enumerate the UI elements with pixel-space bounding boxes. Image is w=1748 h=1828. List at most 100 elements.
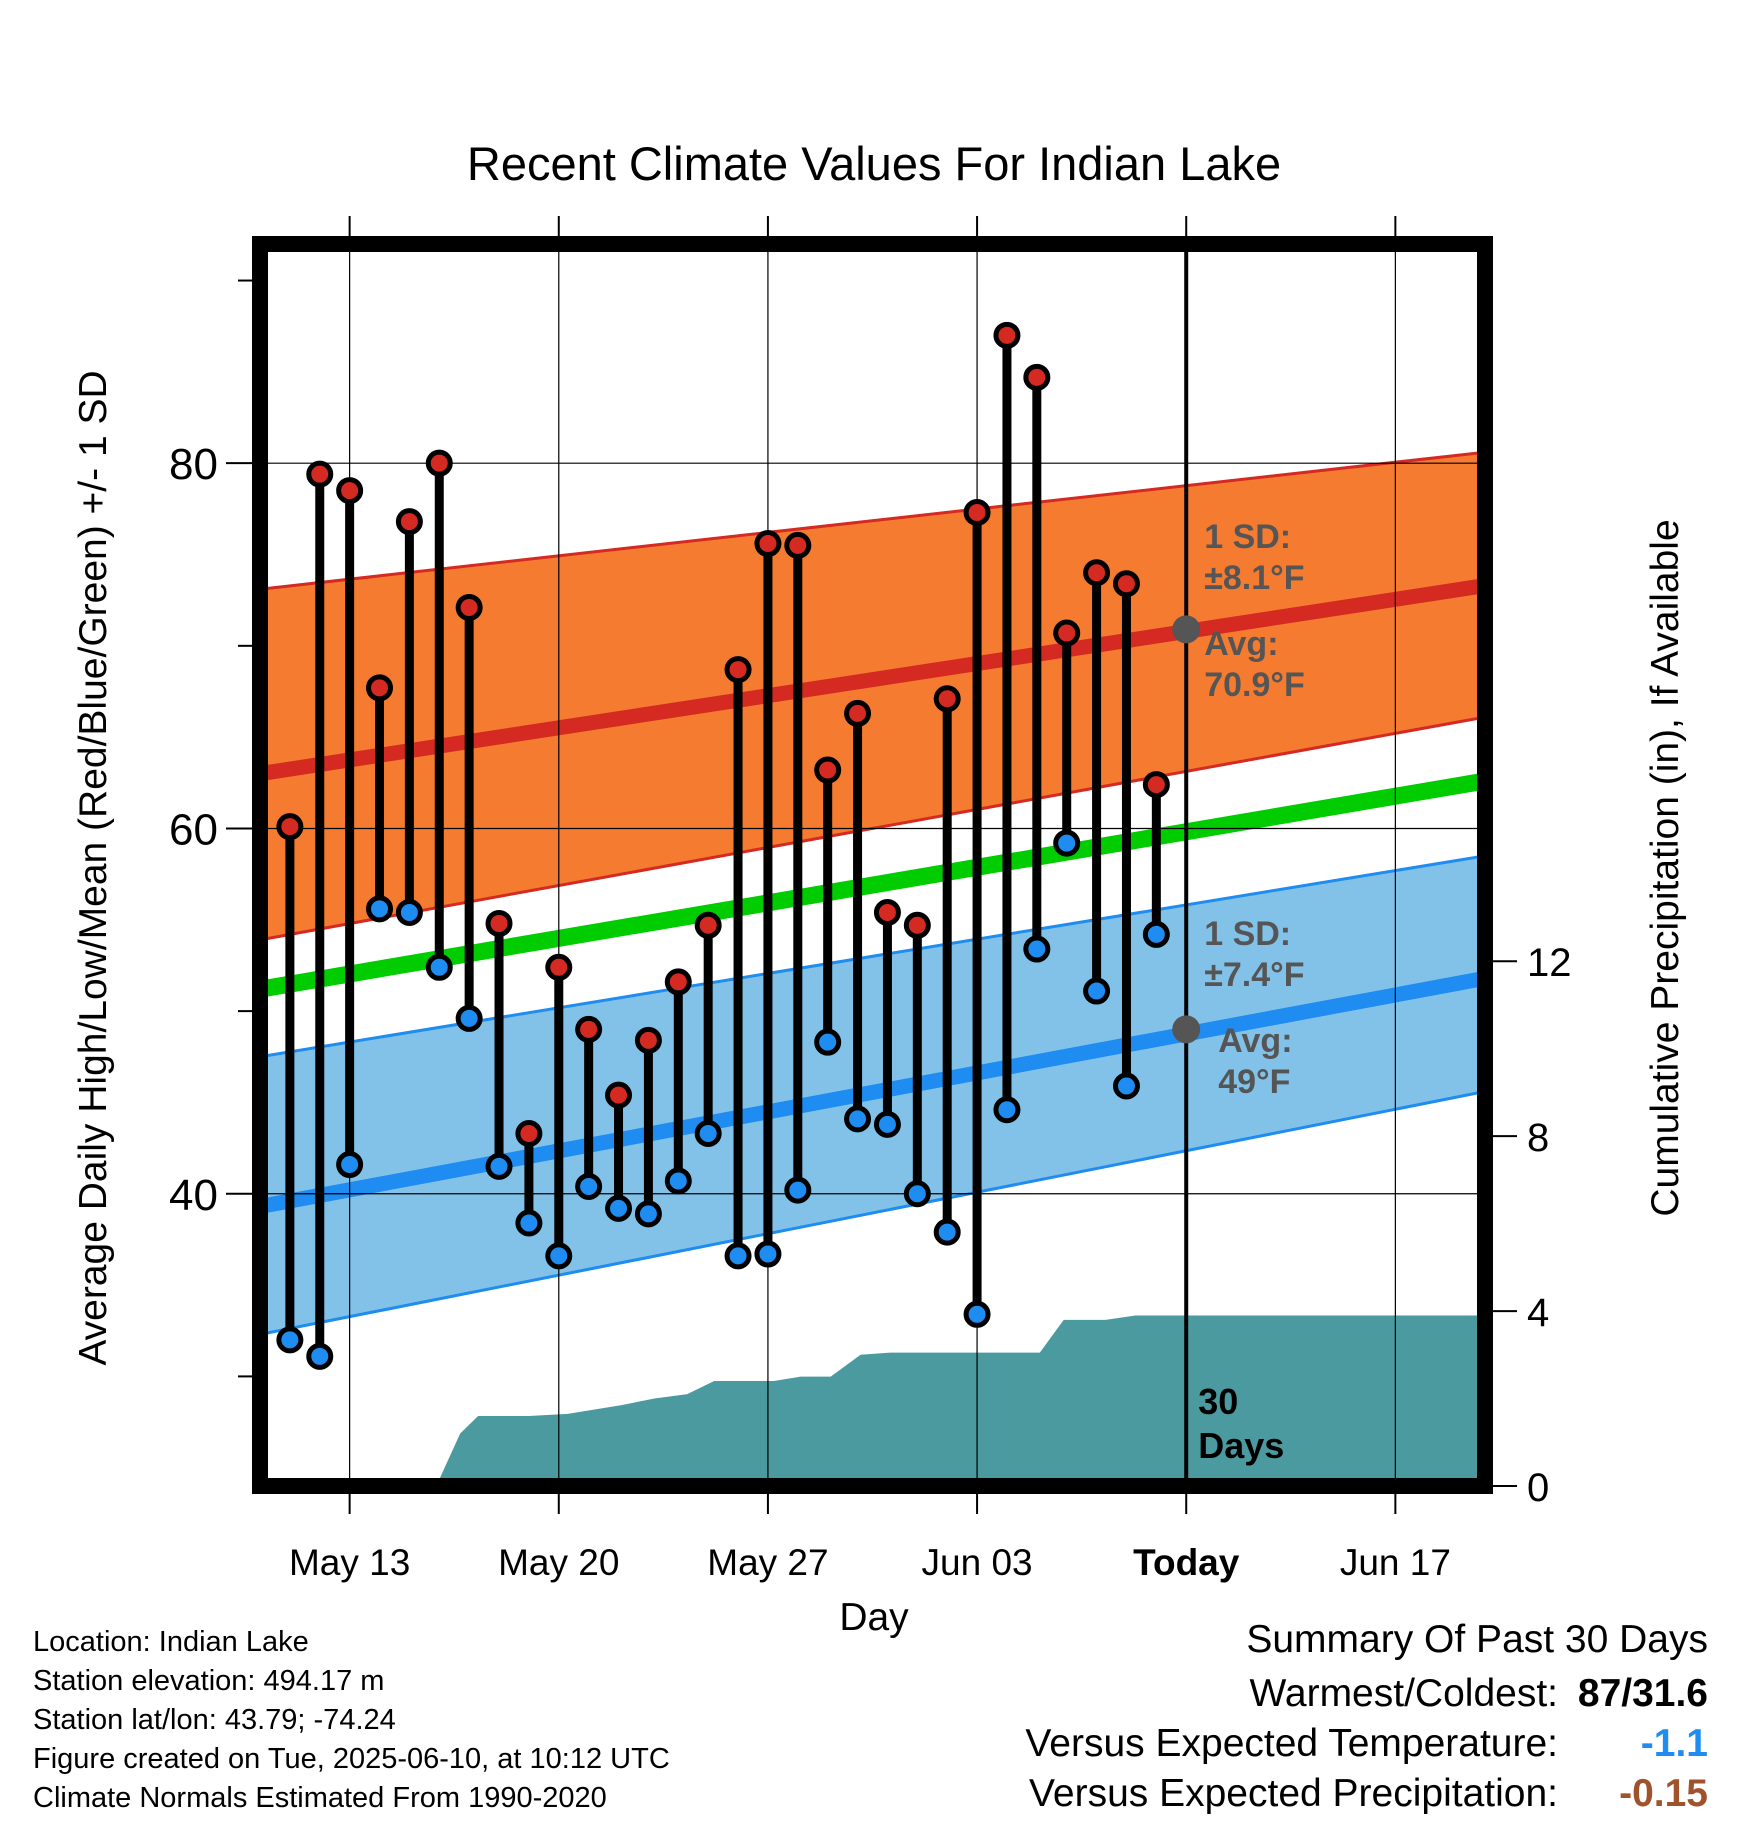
- daily-high-point: [814, 756, 842, 784]
- y-right-tick-label: 4: [1527, 1291, 1549, 1335]
- daily-high-point: [605, 1081, 633, 1109]
- daily-low-point: [366, 895, 394, 923]
- info-normals: Climate Normals Estimated From 1990-2020: [33, 1782, 607, 1814]
- daily-low-point: [814, 1028, 842, 1056]
- x-tick-label: May 20: [498, 1542, 619, 1583]
- daily-low-point: [1053, 829, 1081, 857]
- daily-high-point: [1053, 619, 1081, 647]
- daily-low-point: [1112, 1072, 1140, 1100]
- daily-low-point: [485, 1152, 513, 1180]
- low-sd-label: 1 SD:: [1204, 915, 1291, 953]
- daily-low-point: [694, 1119, 722, 1147]
- daily-low-point: [276, 1326, 304, 1354]
- daily-high-point: [1142, 771, 1170, 799]
- warmest-coldest-label: Warmest/Coldest:: [1249, 1672, 1558, 1715]
- mean-normal-line: [260, 772, 1485, 998]
- precipitation-label: Versus Expected Precipitation:: [1029, 1772, 1558, 1815]
- daily-high-point: [485, 909, 513, 937]
- x-tick-label: Today: [1133, 1542, 1240, 1583]
- daily-high-point: [634, 1026, 662, 1054]
- daily-high-point: [664, 968, 692, 996]
- daily-high-point: [873, 898, 901, 926]
- high-avg-value: 70.9°F: [1204, 666, 1305, 704]
- daily-low-point: [545, 1242, 573, 1270]
- daily-low-point: [455, 1004, 483, 1032]
- high-avg-label: Avg:: [1204, 625, 1278, 663]
- plot-area: [260, 244, 1485, 1486]
- y-right-tick-label: 0: [1527, 1466, 1549, 1510]
- daily-high-point: [1083, 559, 1111, 587]
- daily-high-point: [963, 498, 991, 526]
- daily-low-point: [634, 1200, 662, 1228]
- daily-high-point: [903, 911, 931, 939]
- daily-high-point: [306, 460, 334, 488]
- y-axis-label-left: Average Daily High/Low/Mean (Red/Blue/Gr…: [72, 370, 115, 1365]
- temperature-label: Versus Expected Temperature:: [1025, 1722, 1558, 1765]
- plot-frame: [252, 236, 1493, 1494]
- low-avg-today-dot: [1172, 1015, 1201, 1044]
- low-sd-value: ±7.4°F: [1204, 956, 1304, 994]
- daily-low-point: [575, 1172, 603, 1200]
- daily-high-point: [515, 1119, 543, 1147]
- x-tick-label: Jun 17: [1340, 1542, 1451, 1583]
- daily-low-point: [425, 953, 453, 981]
- high-sd-band-upper-edge: [260, 450, 1485, 591]
- summary-title: Summary Of Past 30 Days: [1246, 1618, 1708, 1661]
- low-avg-value: 49°F: [1218, 1063, 1290, 1101]
- daily-low-point: [605, 1194, 633, 1222]
- daily-high-point: [425, 449, 453, 477]
- high-avg-today-dot: [1172, 615, 1201, 644]
- low-avg-label: Avg:: [1218, 1022, 1292, 1060]
- x-tick-label: Jun 03: [922, 1542, 1033, 1583]
- daily-low-point: [903, 1180, 931, 1208]
- daily-high-point: [933, 685, 961, 713]
- info-location: Location: Indian Lake: [33, 1626, 309, 1658]
- y-left-tick-label: 60: [169, 805, 218, 854]
- daily-high-point: [993, 321, 1021, 349]
- daily-high-point: [784, 531, 812, 559]
- warmest-coldest-value: 87/31.6: [1577, 1672, 1708, 1715]
- daily-low-point: [664, 1167, 692, 1195]
- high-normal-line: [260, 578, 1485, 782]
- daily-high-point: [724, 656, 752, 684]
- today-marker-label-line2: Days: [1198, 1425, 1284, 1466]
- daily-high-point: [336, 477, 364, 505]
- y-right-tick-label: 12: [1527, 941, 1572, 985]
- daily-high-point: [754, 530, 782, 558]
- precipitation-value: -0.15: [1619, 1772, 1708, 1815]
- high-sd-label: 1 SD:: [1204, 518, 1291, 556]
- daily-low-point: [963, 1300, 991, 1328]
- daily-low-point: [1142, 920, 1170, 948]
- y-left-tick-label: 40: [169, 1171, 218, 1220]
- daily-low-point: [515, 1209, 543, 1237]
- daily-low-point: [724, 1242, 752, 1270]
- daily-low-point: [844, 1105, 872, 1133]
- y-axis-label-right: Cumulative Precipitation (in), If Availa…: [1644, 519, 1687, 1216]
- daily-high-point: [366, 674, 394, 702]
- summary-temperature: Versus Expected Temperature: -1.1: [1025, 1722, 1708, 1766]
- precip-area: [436, 1315, 1485, 1486]
- today-marker-label-line1: 30: [1198, 1381, 1238, 1422]
- high-sd-value: ±8.1°F: [1204, 559, 1304, 597]
- info-elevation: Station elevation: 494.17 m: [33, 1665, 385, 1697]
- daily-high-point: [1112, 570, 1140, 598]
- daily-low-point: [993, 1096, 1021, 1124]
- y-left-tick-label: 80: [169, 440, 218, 489]
- daily-high-point: [545, 953, 573, 981]
- x-axis-label: Day: [839, 1596, 909, 1639]
- daily-low-point: [873, 1110, 901, 1138]
- daily-low-point: [933, 1218, 961, 1246]
- x-tick-label: May 13: [289, 1542, 410, 1583]
- daily-low-point: [1083, 977, 1111, 1005]
- daily-high-point: [455, 593, 483, 621]
- daily-high-point: [276, 813, 304, 841]
- summary-precipitation: Versus Expected Precipitation: -0.15: [1029, 1772, 1708, 1816]
- daily-low-point: [306, 1342, 334, 1370]
- daily-low-point: [784, 1176, 812, 1204]
- daily-high-point: [395, 508, 423, 536]
- daily-low-point: [395, 898, 423, 926]
- y-right-tick-label: 8: [1527, 1116, 1549, 1160]
- chart-title: Recent Climate Values For Indian Lake: [467, 137, 1281, 190]
